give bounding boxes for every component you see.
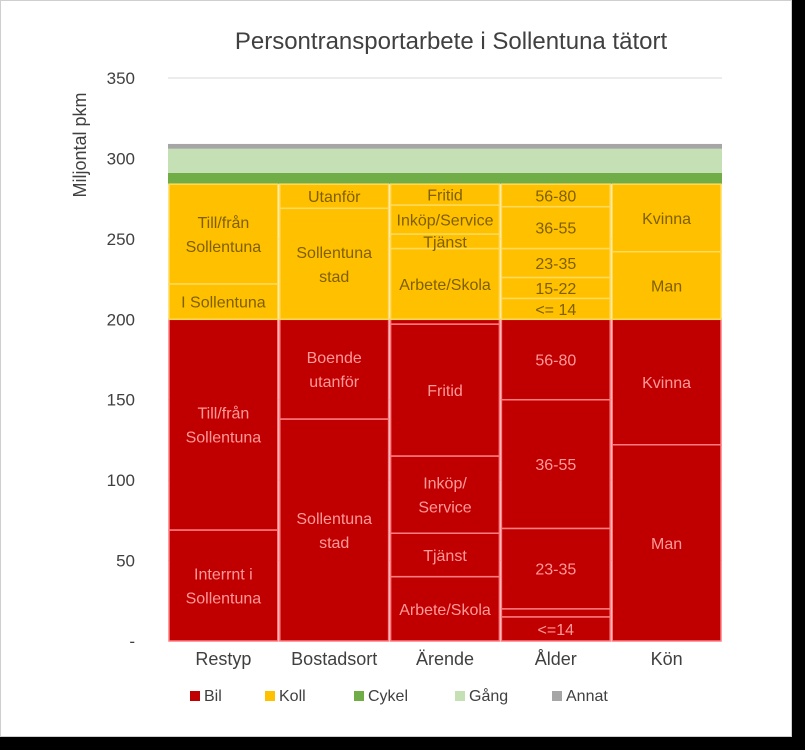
segment-label-tjänst: Tjänst bbox=[423, 548, 467, 565]
segment-bil-blank bbox=[500, 608, 611, 618]
legend-label-bil: Bil bbox=[204, 688, 222, 705]
segment-label-36-55: 36-55 bbox=[535, 457, 576, 474]
y-tick-label: 250 bbox=[107, 230, 135, 249]
segment-bil-23-35 bbox=[500, 527, 611, 610]
segment-bil-sollentuna-stad bbox=[279, 418, 390, 642]
legend-swatch-koll bbox=[265, 691, 275, 701]
segment-label-fritid: Fritid bbox=[427, 188, 463, 205]
y-tick-label: 150 bbox=[107, 391, 135, 410]
segment-bil-36-55 bbox=[500, 398, 611, 530]
segment-label-i-sollentuna: I Sollentuna bbox=[181, 295, 266, 312]
segment-label-interrnt-i-sollentuna: Interrnt i Sollentuna bbox=[186, 567, 262, 608]
y-tick-label: - bbox=[129, 632, 135, 651]
segment-label-sollentuna-stad: Sollentuna stad bbox=[296, 511, 372, 552]
segment-label-15-22: 15-22 bbox=[535, 281, 576, 298]
legend-swatch-annat bbox=[552, 691, 562, 701]
legend-swatch-gång bbox=[455, 691, 465, 701]
y-tick-label: 300 bbox=[107, 149, 135, 168]
segment-koll-man bbox=[611, 250, 722, 321]
segment-koll-23-35 bbox=[500, 247, 611, 279]
segment-bil-56-80 bbox=[500, 318, 611, 401]
segment-label-till-från-sollentuna: Till/från Sollentuna bbox=[186, 214, 262, 256]
segment-label-inköp-service: Inköp/Service bbox=[418, 476, 471, 517]
segment-bil-tjänst bbox=[389, 532, 501, 578]
x-category-kön: Kön bbox=[651, 649, 683, 669]
segment-koll-inköp-service bbox=[389, 204, 501, 235]
segment-label-man: Man bbox=[651, 536, 682, 553]
segment-koll-till-från-sollentuna bbox=[168, 183, 279, 285]
y-tick-label: 200 bbox=[107, 310, 135, 329]
x-category-ärende: Ärende bbox=[416, 649, 474, 669]
segment-label-tjänst: Tjänst bbox=[423, 234, 467, 251]
segment-koll-arbete-skola bbox=[389, 247, 501, 321]
segment-label-56-80: 56-80 bbox=[535, 353, 576, 370]
segment-bil-14 bbox=[500, 616, 611, 642]
segment-bil-interrnt-i-sollentuna bbox=[168, 529, 279, 642]
segment-bil-boende-utanför bbox=[279, 318, 390, 420]
segment-label-utanför: Utanför bbox=[308, 189, 361, 206]
segment-bil-arbete-skola bbox=[389, 575, 501, 642]
segment-bil-man bbox=[611, 444, 722, 642]
segment-bil-kvinna bbox=[611, 318, 722, 446]
segment-koll-sollentuna-stad bbox=[279, 207, 390, 321]
segment-koll-56-80 bbox=[500, 183, 611, 208]
segment-bil-inköp-service bbox=[389, 455, 501, 534]
segment-bil-till-från-sollentuna bbox=[168, 318, 279, 531]
legend-label-gång: Gång bbox=[469, 687, 508, 705]
segment-label-kvinna: Kvinna bbox=[642, 375, 691, 392]
segment-koll-kvinna bbox=[611, 183, 722, 253]
segment-label-till-från-sollentuna: Till/från Sollentuna bbox=[186, 405, 262, 447]
segment-label-14: <= 14 bbox=[535, 302, 576, 319]
y-tick-label: 50 bbox=[116, 552, 135, 571]
segment-label-arbete-skola: Arbete/Skola bbox=[399, 602, 491, 619]
x-category-restyp: Restyp bbox=[195, 649, 251, 669]
y-axis-label: Miljontal pkm bbox=[70, 92, 90, 197]
band-gång bbox=[168, 148, 722, 173]
legend-swatch-cykel bbox=[354, 691, 364, 701]
legend: Bil Koll Cykel Gång Annat bbox=[190, 687, 608, 705]
segment-label-36-55: 36-55 bbox=[535, 221, 576, 238]
segment-bil-fritid bbox=[389, 323, 501, 457]
segment-koll-fritid bbox=[389, 183, 501, 206]
y-tick-label: 100 bbox=[107, 471, 135, 490]
segment-label-56-80: 56-80 bbox=[535, 188, 576, 205]
segment-label-23-35: 23-35 bbox=[535, 562, 576, 579]
stacked-bars: Interrnt i Sollentuna Till/från Sollentuna I… bbox=[168, 143, 722, 642]
segment-label-arbete-skola: Arbete/Skola bbox=[399, 277, 491, 294]
legend-label-koll: Koll bbox=[279, 688, 306, 705]
segment-label-boende-utanför: Boende utanför bbox=[307, 350, 362, 391]
segment-label-23-35: 23-35 bbox=[535, 256, 576, 273]
legend-swatch-bil bbox=[190, 691, 200, 701]
x-category-ålder: Ålder bbox=[535, 649, 577, 669]
segment-koll-36-55 bbox=[500, 205, 611, 250]
segment-label-sollentuna-stad: Sollentuna stad bbox=[296, 245, 372, 286]
segment-koll-utanför bbox=[279, 183, 390, 210]
chart-title: Persontransportarbete i Sollentuna tätor… bbox=[235, 28, 668, 55]
segment-label-inköp-service: Inköp/Service bbox=[397, 213, 494, 230]
x-axis-categories: Restyp Bostadsort Ärende Ålder Kön bbox=[195, 649, 682, 669]
band-annat bbox=[168, 143, 722, 149]
segment-label-kvinna: Kvinna bbox=[642, 211, 691, 228]
band-cykel bbox=[168, 172, 722, 185]
segment-label-man: Man bbox=[651, 279, 682, 296]
y-tick-label: 350 bbox=[107, 69, 135, 88]
x-category-bostadsort: Bostadsort bbox=[291, 649, 377, 669]
segment-label-14: <=14 bbox=[538, 622, 575, 639]
legend-label-annat: Annat bbox=[566, 688, 608, 705]
segment-label-fritid: Fritid bbox=[427, 383, 463, 400]
legend-label-cykel: Cykel bbox=[368, 688, 408, 705]
y-axis-ticks: - 50 100 150 200 250 300 350 bbox=[107, 69, 135, 651]
